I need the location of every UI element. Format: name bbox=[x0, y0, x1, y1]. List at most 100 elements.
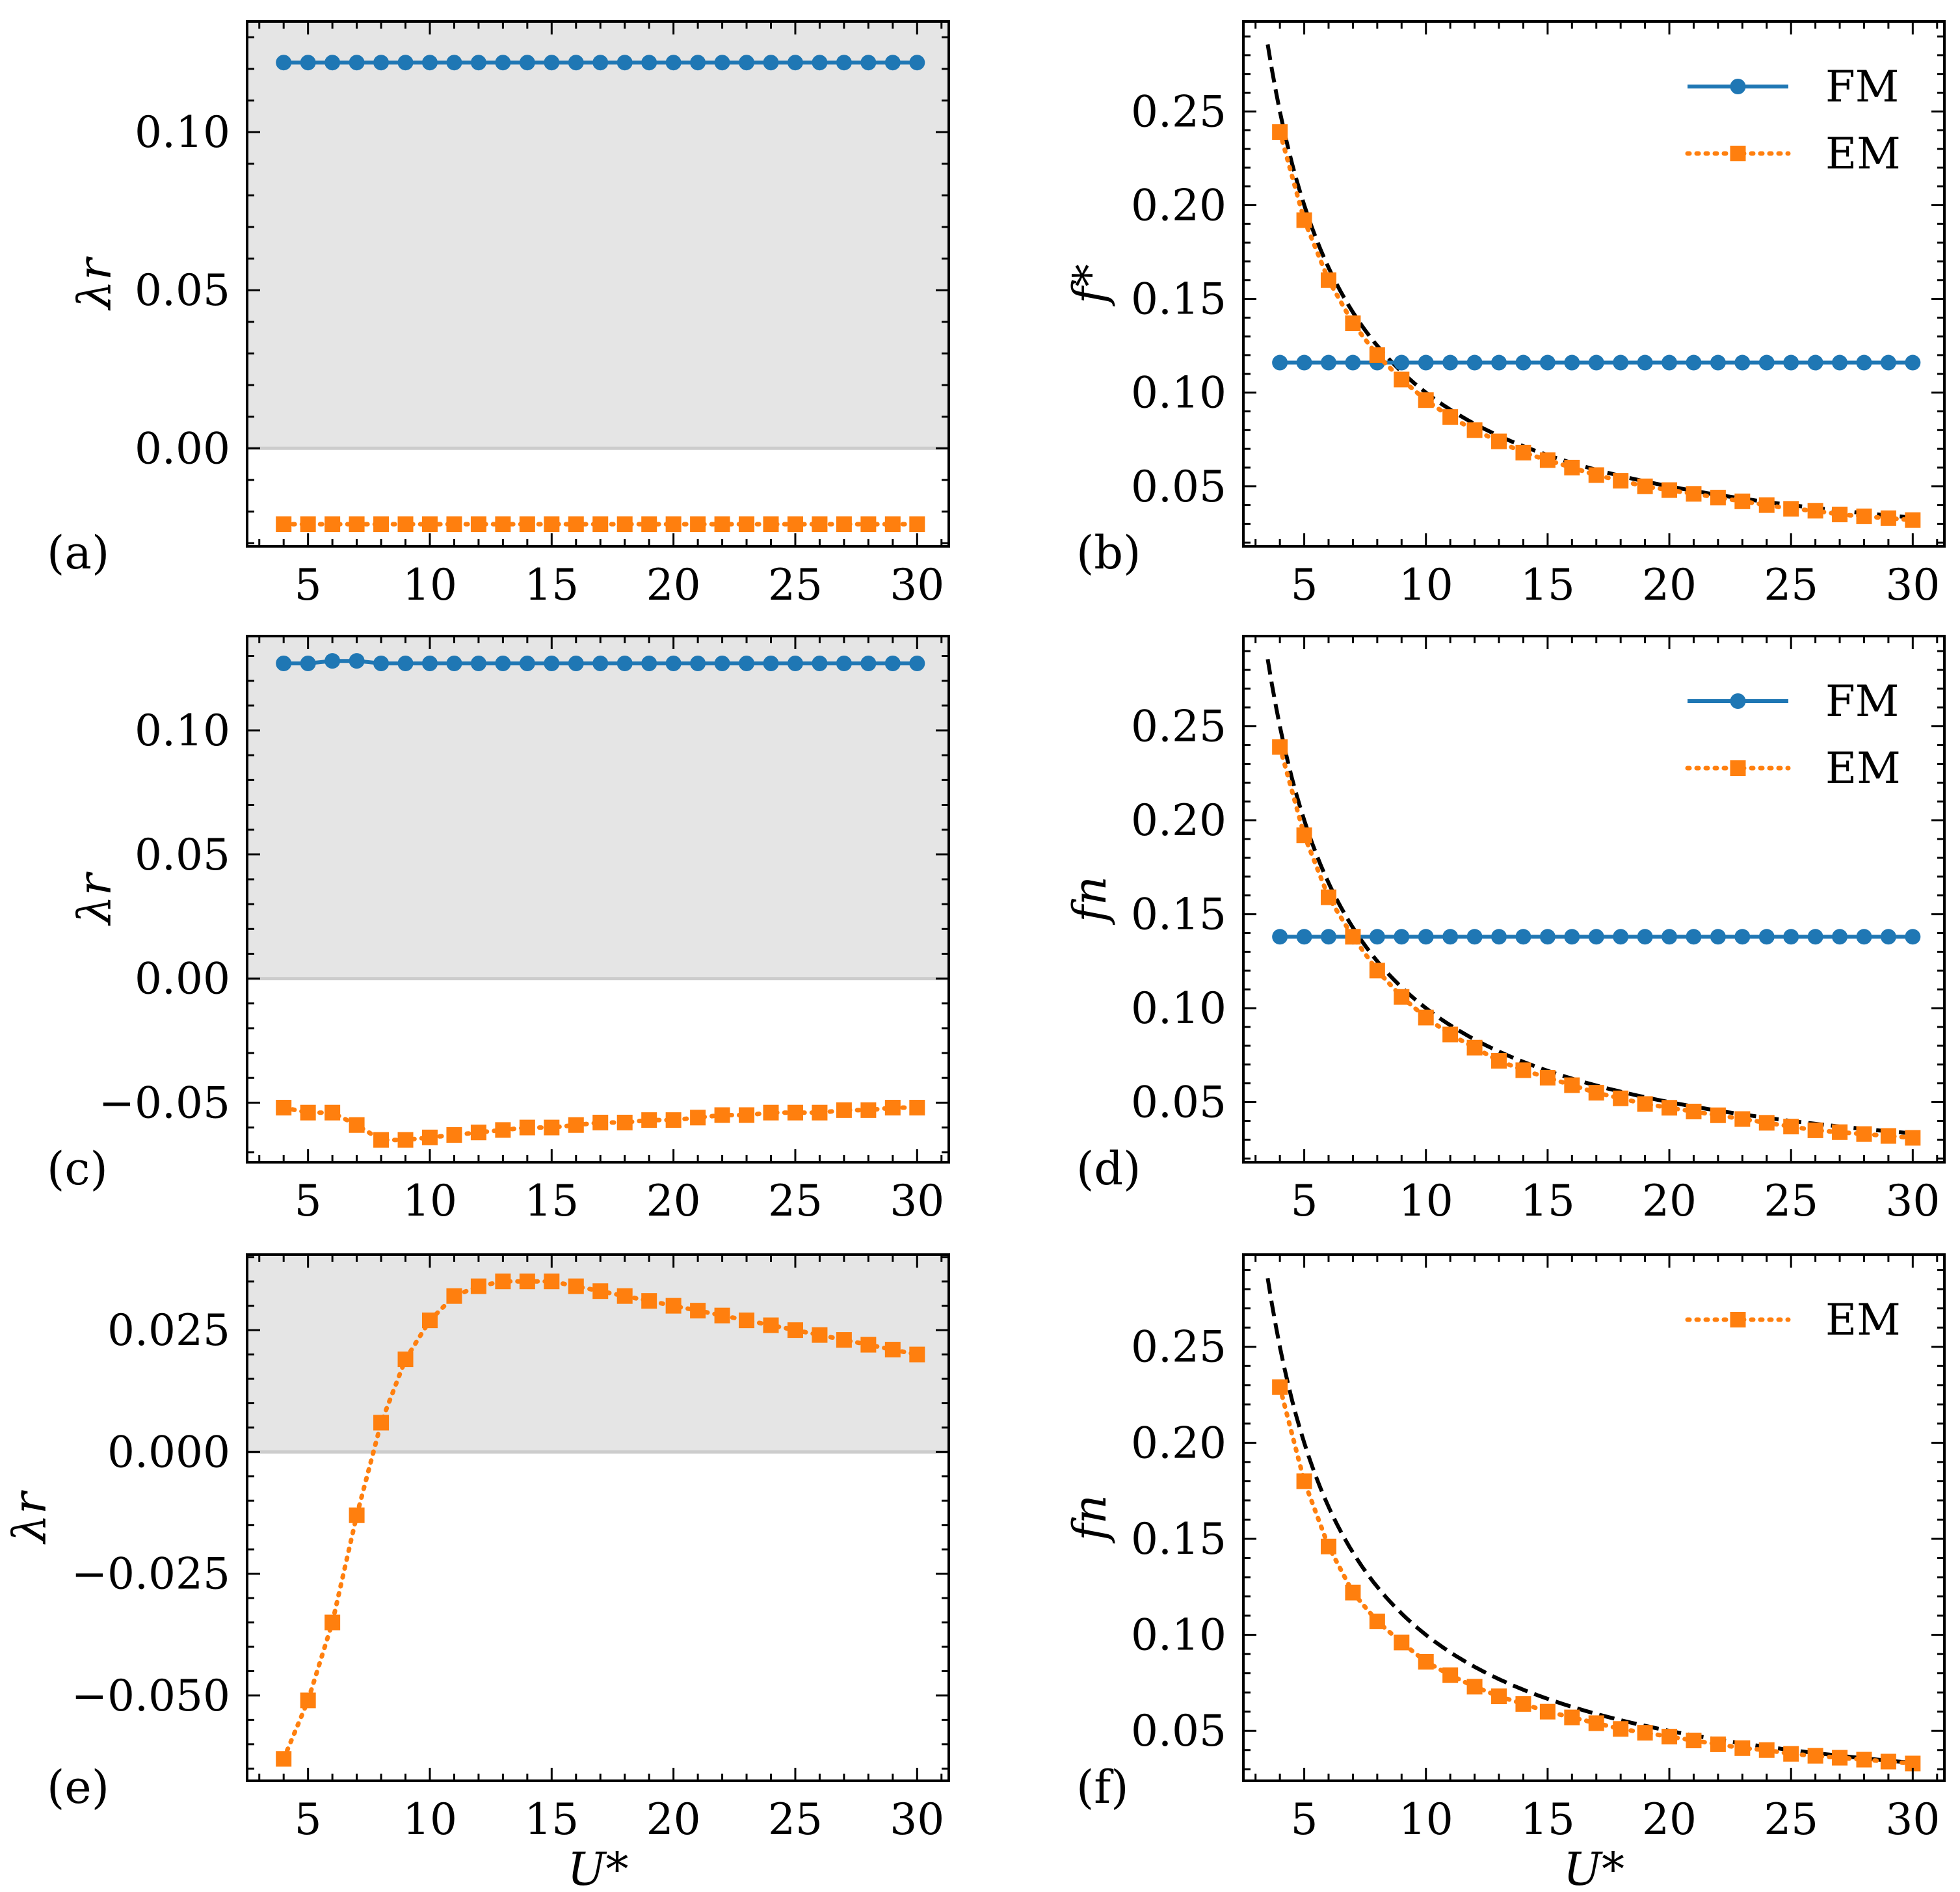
data-point-fm bbox=[836, 655, 852, 671]
y-tick-label: 0.10 bbox=[1131, 1610, 1226, 1660]
data-point-fm bbox=[300, 655, 316, 671]
data-point-em bbox=[495, 1122, 511, 1138]
data-point-em bbox=[763, 516, 779, 532]
x-tick-label: 5 bbox=[1291, 1176, 1318, 1226]
data-point-fm bbox=[1880, 929, 1896, 945]
data-point-em bbox=[1466, 422, 1483, 438]
data-point-em bbox=[1321, 889, 1337, 905]
data-point-fm bbox=[1394, 929, 1410, 945]
legend: FM EM bbox=[1685, 62, 1901, 179]
data-point-em bbox=[1321, 1538, 1337, 1554]
data-point-em bbox=[592, 1114, 609, 1130]
data-point-fm bbox=[1758, 929, 1775, 945]
data-point-em bbox=[884, 516, 901, 532]
data-point-em bbox=[1637, 478, 1653, 494]
panel-label: (c) bbox=[47, 1142, 108, 1195]
data-point-em bbox=[1345, 929, 1361, 945]
data-point-fm bbox=[836, 55, 852, 71]
data-point-em bbox=[1442, 409, 1459, 425]
x-tick-label: 20 bbox=[646, 560, 701, 610]
data-point-fm bbox=[714, 655, 730, 671]
data-point-em bbox=[446, 1288, 462, 1304]
data-point-fm bbox=[519, 55, 535, 71]
data-point-em bbox=[421, 1312, 438, 1329]
y-tick-label: 0.05 bbox=[135, 830, 230, 880]
data-point-fm bbox=[860, 655, 877, 671]
unstable-region bbox=[247, 21, 949, 449]
x-tick-label: 10 bbox=[403, 1794, 457, 1845]
data-point-fm bbox=[739, 55, 755, 71]
data-point-em bbox=[1783, 1746, 1799, 1762]
y-tick-label: 0.10 bbox=[135, 107, 230, 157]
data-point-fm bbox=[641, 55, 657, 71]
plot-area bbox=[1265, 659, 1921, 1146]
data-point-em bbox=[1856, 508, 1872, 524]
data-point-em bbox=[300, 1692, 316, 1709]
data-point-em bbox=[592, 1283, 609, 1299]
data-point-em bbox=[519, 1273, 535, 1290]
data-point-em bbox=[470, 1125, 486, 1141]
data-point-fm bbox=[470, 655, 486, 671]
data-point-fm bbox=[592, 655, 609, 671]
data-point-em bbox=[373, 1415, 390, 1431]
data-point-em bbox=[787, 1104, 803, 1121]
plot-area bbox=[276, 1273, 925, 1767]
legend-label-fm: FM bbox=[1825, 676, 1899, 726]
data-point-fm bbox=[1442, 929, 1459, 945]
data-point-fm bbox=[641, 655, 657, 671]
data-point-fm bbox=[1613, 929, 1629, 945]
x-tick-label: 15 bbox=[524, 560, 579, 610]
panel-d: 5 10 15 20 25 30 0.05 0.10 0.15 0.20 0.25 fn (d) FM EM bbox=[1063, 635, 1946, 1226]
data-point-fm bbox=[1758, 354, 1775, 371]
data-point-fm bbox=[1296, 354, 1312, 371]
data-point-fm bbox=[665, 655, 682, 671]
data-point-em bbox=[1394, 1634, 1410, 1651]
data-point-em bbox=[1758, 1742, 1775, 1758]
x-tick-label: 30 bbox=[890, 1176, 944, 1226]
y-tick-label: 0.10 bbox=[135, 706, 230, 756]
y-tick-label: 0.025 bbox=[107, 1305, 230, 1355]
data-point-fm bbox=[1783, 354, 1799, 371]
y-tick-label: 0.25 bbox=[1131, 702, 1226, 752]
x-tick-label: 10 bbox=[1399, 560, 1453, 610]
data-point-fm bbox=[1905, 354, 1921, 371]
data-point-fm bbox=[1564, 354, 1580, 371]
panel-b: 5 10 15 20 25 30 0.05 0.10 0.15 0.20 0.25 f* (b) FM EM bbox=[1063, 20, 1946, 610]
data-point-fm bbox=[470, 55, 486, 71]
data-point-fm bbox=[909, 55, 925, 71]
x-tick-label: 30 bbox=[1885, 1176, 1940, 1226]
x-tick-label: 20 bbox=[1642, 1794, 1697, 1845]
x-tick-label: 15 bbox=[1520, 1794, 1575, 1845]
data-point-em bbox=[446, 516, 462, 532]
data-point-em bbox=[568, 1117, 584, 1133]
data-point-fm bbox=[1466, 354, 1483, 371]
data-point-em bbox=[495, 516, 511, 532]
axes-frame bbox=[246, 635, 950, 1164]
legend-label-em: EM bbox=[1825, 129, 1901, 179]
data-point-fm bbox=[1369, 929, 1385, 945]
data-point-em bbox=[324, 1614, 341, 1631]
data-point-fm bbox=[1662, 354, 1678, 371]
x-tick-label: 15 bbox=[524, 1176, 579, 1226]
y-axis-label: fn bbox=[1063, 1495, 1117, 1544]
data-point-em bbox=[1686, 1103, 1702, 1119]
x-tick-label: 30 bbox=[1885, 560, 1940, 610]
data-point-fm bbox=[446, 55, 462, 71]
data-point-fm bbox=[1539, 929, 1556, 945]
data-point-fm bbox=[397, 655, 414, 671]
x-tick-label: 25 bbox=[1764, 1176, 1818, 1226]
data-point-em bbox=[909, 1346, 925, 1363]
data-point-em bbox=[276, 1751, 292, 1767]
data-point-fm bbox=[397, 55, 414, 71]
data-point-em bbox=[1832, 507, 1848, 523]
data-point-em bbox=[1369, 347, 1385, 364]
data-point-em bbox=[397, 1132, 414, 1148]
data-point-em bbox=[1807, 503, 1823, 519]
data-point-em bbox=[1686, 1732, 1702, 1748]
data-point-fm bbox=[1418, 929, 1434, 945]
axes-frame bbox=[1242, 1253, 1946, 1782]
y-tick-label: −0.05 bbox=[99, 1078, 230, 1128]
data-point-em bbox=[1856, 1752, 1872, 1768]
data-point-em bbox=[1758, 1115, 1775, 1131]
